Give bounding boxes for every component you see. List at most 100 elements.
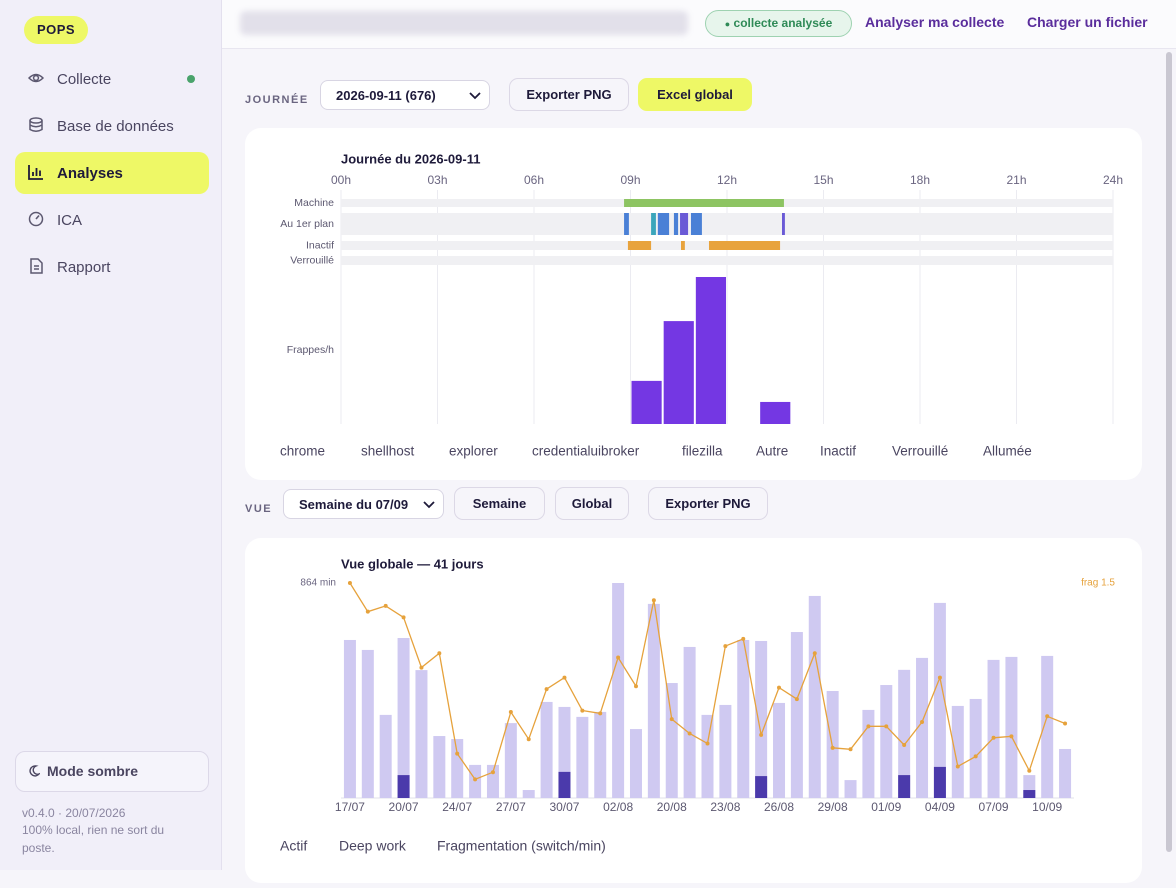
row-label: Au 1er plan [280, 218, 334, 230]
point [562, 675, 567, 680]
point [973, 754, 978, 759]
nav-label: Analyses [57, 164, 123, 182]
bar [916, 657, 929, 798]
x-tick-label: 30/07 [549, 800, 579, 814]
status-dot [187, 75, 195, 83]
scrollbar[interactable] [1166, 52, 1172, 852]
point [687, 731, 692, 736]
point [437, 651, 442, 656]
point [705, 741, 710, 746]
legend-item: Verrouillé [892, 444, 948, 459]
bar [665, 683, 678, 798]
legend-item: shellhost [361, 444, 415, 459]
y-tick-label: 864 min [300, 578, 336, 589]
bar [790, 632, 803, 798]
button[interactable]: Excel global [638, 78, 752, 111]
legend-item: explorer [449, 444, 498, 459]
bar [1041, 655, 1054, 798]
legend-item: Inactif [820, 444, 856, 459]
button[interactable]: Semaine [454, 487, 545, 520]
load-link[interactable]: Charger un fichier [1027, 14, 1148, 30]
bar [361, 649, 374, 798]
frappes-label: Frappes/h [287, 344, 334, 356]
nav-label: Rapport [57, 258, 111, 276]
point [884, 724, 889, 729]
day-card: Journée du 2026-09-11 00h 03h 06h 09h 12h 15h 1… [245, 128, 1142, 480]
legend-item: Allumée [983, 444, 1032, 459]
week-select[interactable]: Semaine du 07/09 [283, 489, 444, 519]
point [920, 720, 925, 725]
bar [933, 602, 946, 798]
nav-icon [30, 258, 43, 274]
bar [451, 739, 464, 798]
nav-icon [28, 73, 44, 83]
button[interactable]: Exporter PNG [648, 487, 768, 520]
journee-label: JOURNÉE [245, 94, 309, 106]
row-label: Verrouillé [290, 254, 334, 266]
page: POPS { "topbar": {"badge": "collecte ana… [0, 0, 1176, 870]
bar [612, 583, 625, 798]
bar [933, 766, 946, 798]
segment [680, 213, 689, 235]
x-tick-label: 29/08 [818, 800, 848, 814]
point [1063, 721, 1068, 726]
legend-item: filezilla [682, 444, 723, 459]
chevron [423, 501, 435, 509]
global-chart: Vue globale — 41 jours 864 min frag 1.5 17/… [280, 556, 1115, 854]
point [937, 675, 942, 680]
sidebar: POPS Collecte Base de données Analyses ICA R… [0, 0, 222, 870]
segment [708, 241, 781, 250]
point [651, 598, 656, 603]
select-text: 2026-09-11 (676) [336, 88, 436, 103]
point [365, 609, 370, 614]
point [1045, 714, 1050, 719]
point [347, 581, 352, 585]
x-tick-label: 01/09 [871, 800, 901, 814]
x-tick-label: 20/08 [657, 800, 687, 814]
nav-icon [28, 165, 43, 180]
x-tick-label: 24h [1103, 173, 1123, 187]
footer-note: 100% local, rien ne sort du poste. [22, 823, 165, 855]
row-label: Inactif [306, 239, 334, 251]
segment [782, 213, 785, 235]
nav-item[interactable]: Collecte [15, 58, 209, 100]
button[interactable]: Global [555, 487, 629, 520]
row-track [341, 213, 1113, 235]
day-select[interactable]: 2026-09-11 (676) [320, 80, 490, 110]
segment [673, 213, 679, 235]
x-tick-label: 20/07 [389, 800, 419, 814]
bar [631, 380, 662, 424]
point [473, 777, 478, 782]
bar [469, 764, 482, 798]
analyse-link[interactable]: Analyser ma collecte [865, 14, 1005, 30]
point [669, 717, 674, 722]
bar [683, 646, 696, 798]
point [1027, 768, 1032, 773]
x-tick-label: 09h [620, 173, 640, 187]
point [508, 710, 513, 714]
logo[interactable]: POPS [24, 16, 88, 44]
button[interactable]: Exporter PNG [509, 78, 629, 111]
chart-title: Journée du 2026-09-11 [341, 151, 480, 166]
theme-label: Mode sombre [47, 763, 139, 779]
point [633, 684, 638, 689]
x-tick-label: 12h [717, 173, 737, 187]
segment [681, 241, 685, 250]
version: v0.4.0 · 20/07/2026 [22, 806, 126, 820]
nav-item[interactable]: Rapport [15, 246, 209, 288]
bar [951, 705, 964, 798]
x-tick-label: 04/09 [925, 800, 955, 814]
bar [576, 716, 589, 798]
x-tick-label: 24/07 [442, 800, 472, 814]
nav-item[interactable]: ICA [15, 199, 209, 241]
legend-item: Deep work [339, 838, 407, 854]
nav-item[interactable]: Analyses [15, 152, 209, 194]
nav-item[interactable]: Base de données [15, 105, 209, 147]
x-tick-label: 18h [910, 173, 930, 187]
x-tick-label: 02/08 [603, 800, 633, 814]
x-tick-label: 21h [1006, 173, 1026, 187]
segment [690, 213, 702, 235]
point [383, 603, 388, 608]
legend-item: credentialuibroker [532, 444, 640, 459]
theme-button[interactable]: Mode sombre [15, 751, 209, 792]
